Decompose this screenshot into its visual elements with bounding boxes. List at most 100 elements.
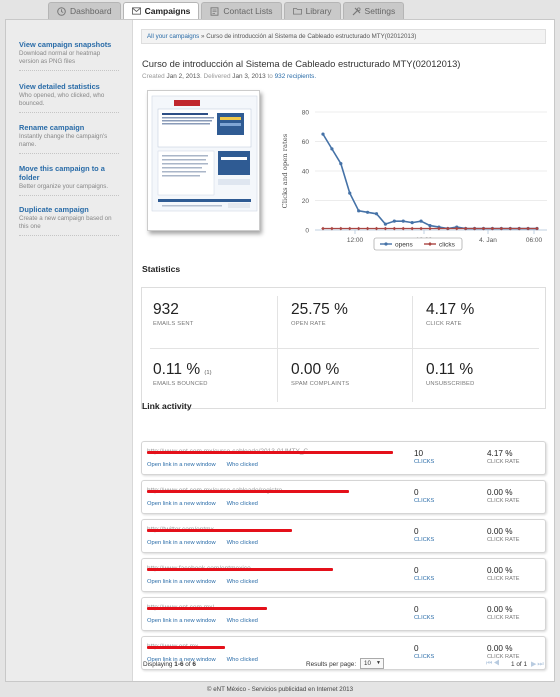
link-click-rate: 0.00 % CLICK RATE: [487, 605, 520, 621]
sidebar-item-title[interactable]: Rename campaign: [19, 123, 85, 132]
point-opens: [365, 210, 370, 214]
click-rate-label: CLICK RATE: [487, 576, 520, 582]
who-clicked-link[interactable]: Who clicked: [226, 501, 258, 507]
link-row: http://www.facebook.com/entmexicoOpen li…: [141, 558, 546, 592]
open-link-new-window[interactable]: Open link in a new window: [147, 540, 216, 546]
link-click-rate: 0.00 % CLICK RATE: [487, 644, 520, 660]
tab-library[interactable]: Library: [283, 2, 341, 19]
recipients-link[interactable]: 932 recipients.: [274, 73, 317, 80]
point-clicks: [481, 226, 486, 231]
clicks-label[interactable]: CLICKS: [414, 459, 435, 465]
clicks-label[interactable]: CLICKS: [414, 498, 435, 504]
redaction-mark: [147, 646, 225, 649]
tab-label: Settings: [364, 6, 396, 16]
sidebar-item-title[interactable]: View detailed statistics: [19, 82, 100, 91]
results-per-page-select[interactable]: 10 ▼: [360, 658, 384, 669]
sidebar-item-snapshots[interactable]: View campaign snapshots Download normal …: [19, 40, 119, 71]
open-link-new-window[interactable]: Open link in a new window: [147, 657, 216, 663]
displaying-of: of: [185, 661, 191, 668]
bounced-count[interactable]: (1): [204, 370, 212, 376]
last-page-icon[interactable]: ⏭: [537, 661, 545, 668]
y-axis-label: Clicks and open rates: [281, 133, 289, 208]
sidebar-item-title[interactable]: Move this campaign to a folder: [19, 164, 105, 182]
tab-label: Dashboard: [70, 6, 112, 16]
y-tick-label: 20: [302, 198, 310, 205]
sidebar-item-desc: Download normal or heatmap version as PN…: [19, 50, 101, 65]
clicks-label[interactable]: CLICKS: [414, 615, 435, 621]
tab-campaigns[interactable]: Campaigns: [122, 2, 200, 19]
clicks-label[interactable]: CLICKS: [414, 654, 435, 660]
who-clicked-link[interactable]: Who clicked: [226, 540, 258, 546]
who-clicked-link[interactable]: Who clicked: [226, 618, 258, 624]
link-click-rate: 0.00 % CLICK RATE: [487, 527, 520, 543]
next-page-icon[interactable]: ▶: [531, 661, 538, 668]
point-opens: [330, 147, 334, 151]
tab-dashboard[interactable]: Dashboard: [48, 2, 121, 19]
y-tick-label: 60: [302, 139, 310, 146]
click-rate-label: CLICK RATE: [487, 498, 520, 504]
sidebar-item-rename[interactable]: Rename campaign Instantly change the cam…: [19, 123, 119, 154]
stat-click-rate: 4.17 % CLICK RATE: [426, 301, 474, 327]
open-link-new-window[interactable]: Open link in a new window: [147, 618, 216, 624]
who-clicked-link[interactable]: Who clicked: [226, 462, 258, 468]
link-clicks: 0 CLICKS: [414, 488, 434, 504]
displaying-label: Displaying: [143, 661, 173, 668]
click-rate-value: 0.00 %: [487, 605, 513, 614]
first-page-icon[interactable]: ⏮: [486, 660, 494, 667]
sidebar-item-desc: Instantly change the campaign's name.: [19, 133, 108, 148]
link-activity-heading: Link activity: [142, 401, 192, 411]
point-opens: [339, 162, 343, 166]
to-label: to: [267, 73, 273, 80]
pagination: Displaying 1-6 of 6 Results per page: 10…: [141, 658, 546, 672]
sidebar-item-duplicate[interactable]: Duplicate campaign Create a new campaign…: [19, 205, 119, 236]
prev-page-icon[interactable]: ◀: [493, 660, 501, 667]
open-link-new-window[interactable]: Open link in a new window: [147, 501, 216, 507]
point-clicks: [374, 226, 379, 231]
breadcrumb-root-link[interactable]: All your campaigns: [147, 33, 200, 40]
open-link-new-window[interactable]: Open link in a new window: [147, 579, 216, 585]
open-link-new-window[interactable]: Open link in a new window: [147, 462, 216, 468]
sidebar-item-title[interactable]: View campaign snapshots: [19, 40, 112, 49]
campaign-snapshot-thumbnail[interactable]: [147, 90, 260, 231]
legend-marker-clicks: [428, 242, 432, 246]
who-clicked-link[interactable]: Who clicked: [226, 657, 258, 663]
click-rate-label: CLICK RATE: [487, 615, 520, 621]
click-rate-label: CLICK RATE: [487, 537, 520, 543]
point-clicks: [499, 226, 504, 231]
delivered-label: Delivered: [203, 73, 231, 80]
point-opens: [392, 219, 396, 223]
point-clicks: [321, 226, 325, 231]
legend-label-opens: opens: [395, 241, 413, 248]
tab-settings[interactable]: Settings: [342, 2, 405, 19]
breadcrumb: All your campaigns » Curso de introducci…: [141, 29, 546, 44]
point-opens: [419, 219, 423, 223]
sidebar-item-statistics[interactable]: View detailed statistics Who opened, who…: [19, 82, 119, 113]
clicks-value: 0: [414, 527, 419, 536]
point-opens: [428, 223, 432, 228]
link-actions: Open link in a new window Who clicked: [147, 579, 269, 585]
point-clicks: [428, 226, 432, 231]
point-opens: [410, 221, 414, 225]
clicks-label[interactable]: CLICKS: [414, 576, 435, 582]
link-actions: Open link in a new window Who clicked: [147, 540, 269, 546]
stat-label: EMAILS BOUNCED: [153, 381, 208, 387]
x-tick-label: 12:00: [347, 237, 364, 244]
point-clicks: [472, 226, 477, 231]
link-clicks: 0 CLICKS: [414, 566, 434, 582]
sidebar-item-move-folder[interactable]: Move this campaign to a folder Better or…: [19, 164, 119, 196]
who-clicked-link[interactable]: Who clicked: [226, 579, 258, 585]
click-rate-value: 4.17 %: [487, 449, 513, 458]
point-clicks: [401, 226, 406, 231]
clicks-label[interactable]: CLICKS: [414, 537, 435, 543]
point-opens: [401, 219, 405, 223]
email-preview-image: [148, 91, 259, 230]
redaction-mark: [147, 568, 333, 571]
tab-contact-lists[interactable]: Contact Lists: [201, 2, 282, 19]
x-tick-label: 4. Jan: [479, 237, 497, 244]
link-row: http://www.ent.com.mx/curso-cableado/201…: [141, 441, 546, 475]
stat-open-rate: 25.75 % OPEN RATE: [291, 301, 348, 327]
page-indicator: 1 of 1: [511, 661, 527, 668]
sidebar-item-title[interactable]: Duplicate campaign: [19, 205, 89, 214]
